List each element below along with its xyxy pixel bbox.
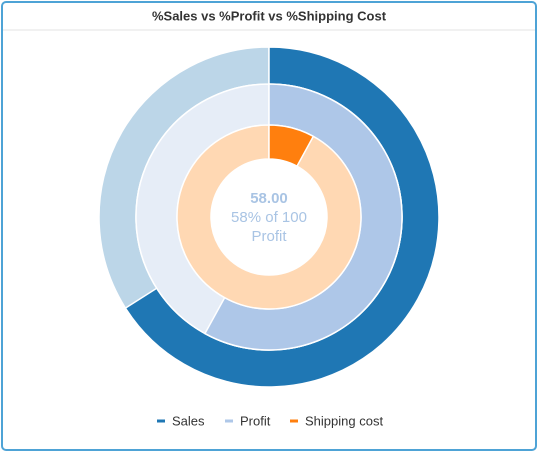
legend-label: Shipping cost — [305, 413, 383, 428]
chart-title: %Sales vs %Profit vs %Shipping Cost — [152, 8, 387, 23]
legend-label: Profit — [240, 413, 271, 428]
center-label: 58.00 — [250, 190, 288, 207]
center-label: 58% of 100 — [231, 209, 307, 226]
ring-track — [176, 124, 362, 310]
ring-arc — [268, 124, 315, 168]
legend-label: Sales — [172, 413, 205, 428]
center-label: Profit — [251, 228, 287, 245]
